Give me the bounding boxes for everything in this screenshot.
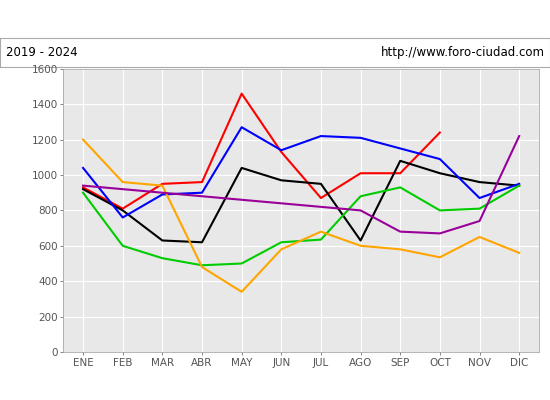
Text: Evolucion Nº Turistas Extranjeros en el municipio de Úbeda: Evolucion Nº Turistas Extranjeros en el … [70, 11, 480, 27]
Text: 2019 - 2024: 2019 - 2024 [6, 46, 77, 59]
Text: http://www.foro-ciudad.com: http://www.foro-ciudad.com [381, 46, 544, 59]
